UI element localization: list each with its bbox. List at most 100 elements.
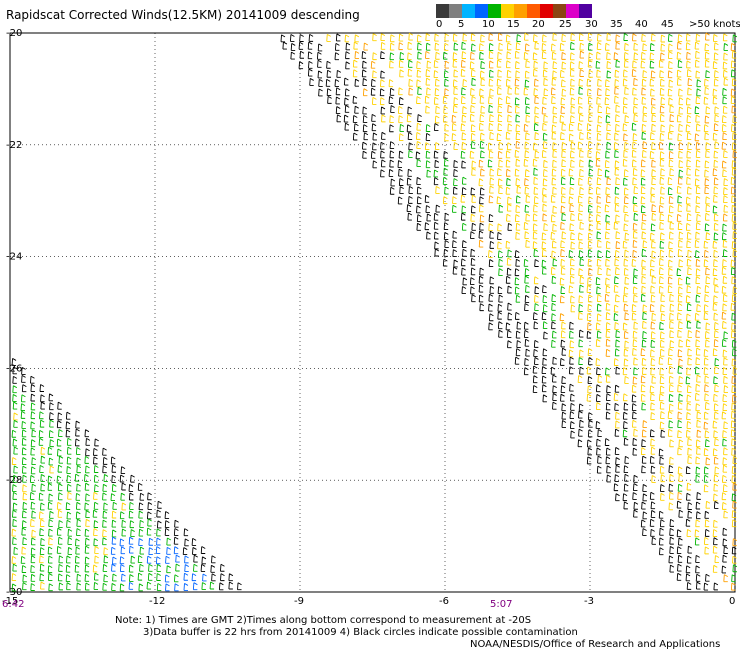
wind-barb bbox=[668, 348, 673, 356]
wind-barb bbox=[121, 528, 127, 537]
wind-barb bbox=[102, 537, 107, 546]
wind-barb bbox=[94, 555, 99, 564]
wind-barb bbox=[543, 88, 549, 97]
wind-barb bbox=[713, 186, 719, 195]
wind-barb bbox=[416, 141, 421, 149]
wind-barb bbox=[453, 142, 459, 150]
wind-barb bbox=[632, 330, 638, 339]
wind-barb bbox=[371, 78, 376, 87]
wind-barb bbox=[542, 266, 547, 275]
wind-barb bbox=[605, 186, 611, 195]
wind-barb bbox=[660, 124, 665, 133]
wind-barb bbox=[434, 78, 440, 87]
wind-barb bbox=[552, 401, 557, 410]
wind-barb bbox=[721, 474, 727, 483]
wind-barb bbox=[416, 122, 422, 131]
wind-barb bbox=[686, 482, 692, 491]
wind-barb bbox=[633, 268, 638, 277]
wind-barb bbox=[461, 141, 467, 150]
wind-barb bbox=[515, 204, 521, 213]
wind-barb bbox=[559, 313, 565, 322]
wind-barb bbox=[632, 87, 637, 96]
wind-barb bbox=[488, 322, 493, 331]
legend-tick: 40 bbox=[635, 19, 648, 30]
wind-barb bbox=[723, 546, 729, 554]
wind-barb bbox=[102, 510, 108, 519]
wind-barb bbox=[723, 357, 728, 366]
wind-barb bbox=[552, 142, 557, 151]
wind-barb bbox=[669, 536, 675, 545]
wind-barb bbox=[425, 42, 431, 51]
wind-barb bbox=[695, 141, 701, 150]
wind-barb bbox=[559, 114, 565, 123]
wind-barb bbox=[552, 223, 557, 232]
wind-barb bbox=[478, 230, 484, 239]
wind-barb bbox=[651, 159, 656, 168]
wind-barb bbox=[111, 536, 117, 545]
wind-barb bbox=[408, 195, 413, 204]
wind-barb bbox=[13, 446, 19, 455]
wind-barb bbox=[525, 284, 530, 293]
wind-barb bbox=[488, 32, 494, 41]
wind-barb bbox=[597, 115, 603, 124]
wind-barb bbox=[552, 385, 557, 394]
wind-barb bbox=[578, 410, 583, 419]
legend-swatch bbox=[475, 4, 488, 18]
wind-barb bbox=[650, 510, 656, 518]
wind-barb bbox=[406, 177, 412, 186]
wind-barb bbox=[130, 555, 136, 564]
wind-barb bbox=[560, 131, 565, 140]
wind-barb bbox=[102, 564, 108, 572]
wind-barb bbox=[730, 124, 736, 132]
wind-barb bbox=[732, 555, 737, 564]
wind-barb bbox=[578, 428, 583, 437]
wind-barb bbox=[579, 69, 585, 77]
wind-barb bbox=[299, 34, 304, 42]
wind-barb bbox=[514, 286, 520, 295]
wind-barb bbox=[668, 43, 673, 52]
wind-barb bbox=[677, 349, 683, 358]
wind-barb bbox=[678, 150, 683, 159]
wind-barb bbox=[703, 484, 709, 493]
wind-barb bbox=[668, 465, 674, 473]
wind-barb bbox=[119, 564, 125, 572]
wind-barb bbox=[577, 141, 583, 150]
wind-barb bbox=[344, 104, 350, 113]
wind-barb bbox=[543, 114, 548, 123]
wind-barb bbox=[31, 510, 36, 519]
wind-barb bbox=[668, 502, 674, 511]
legend-tick: >50 knots bbox=[689, 19, 740, 30]
wind-barb bbox=[335, 96, 341, 105]
wind-barb bbox=[156, 509, 161, 518]
wind-barb bbox=[587, 447, 593, 456]
wind-barb bbox=[48, 519, 53, 527]
wind-barb bbox=[488, 293, 494, 302]
wind-barb bbox=[39, 511, 44, 520]
wind-barb bbox=[731, 167, 737, 176]
wind-barb bbox=[686, 394, 692, 403]
wind-barb bbox=[184, 564, 189, 572]
wind-barb bbox=[515, 114, 521, 123]
wind-barb bbox=[514, 97, 520, 106]
wind-barb bbox=[570, 78, 575, 87]
wind-barb bbox=[659, 519, 665, 528]
wind-barb bbox=[139, 563, 144, 572]
wind-barb bbox=[623, 33, 629, 41]
wind-barb bbox=[577, 375, 583, 383]
wind-barb bbox=[668, 151, 674, 159]
wind-barb bbox=[650, 528, 655, 537]
wind-barb bbox=[687, 437, 692, 446]
wind-barb bbox=[686, 285, 692, 293]
wind-barb bbox=[579, 275, 585, 284]
wind-barb bbox=[704, 186, 710, 195]
wind-barb bbox=[614, 447, 620, 455]
wind-barb bbox=[704, 284, 710, 293]
wind-barb bbox=[695, 519, 700, 528]
x-tick-label: -15 bbox=[2, 596, 18, 607]
wind-barb bbox=[615, 104, 620, 113]
wind-barb bbox=[48, 430, 54, 438]
wind-barb bbox=[515, 61, 520, 69]
wind-barb bbox=[730, 429, 736, 438]
wind-barb bbox=[57, 412, 63, 421]
wind-barb bbox=[505, 60, 511, 69]
